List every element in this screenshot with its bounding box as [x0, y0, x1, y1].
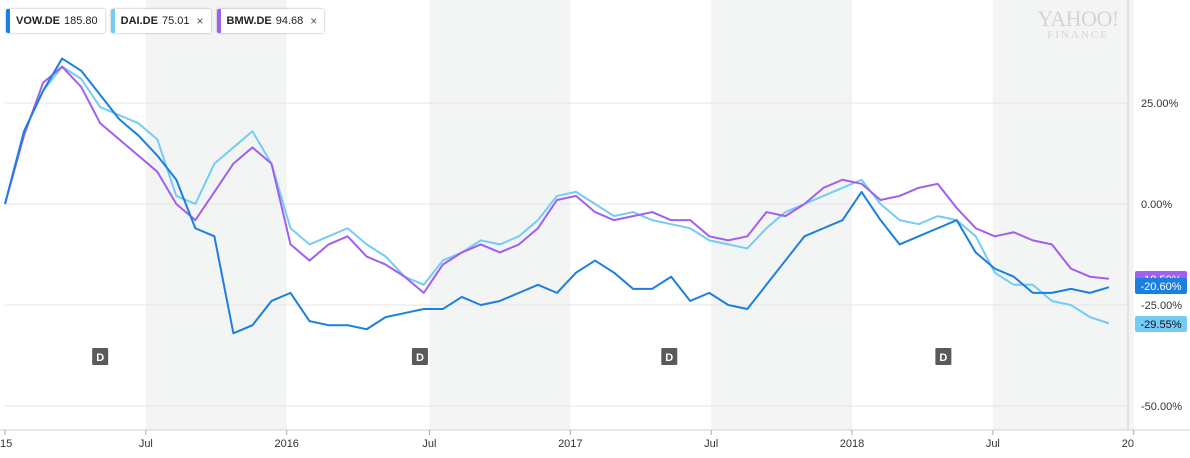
x-tick-label: Jul — [986, 438, 1000, 450]
grid-lines — [0, 102, 1190, 431]
series-line-dai-de — [4, 65, 1110, 325]
y-tick-label: 0.00% — [1141, 199, 1172, 211]
x-tick-label: 20 — [1122, 438, 1134, 450]
series-color-swatch — [216, 9, 221, 33]
legend-price: 185.80 — [64, 15, 98, 27]
dividend-marker-label: D — [665, 352, 673, 364]
legend-symbol: DAI.DE — [120, 15, 158, 27]
end-label-text: -29.55% — [1141, 319, 1182, 331]
shaded-band — [145, 0, 287, 430]
close-icon[interactable]: × — [310, 14, 318, 28]
x-tick-label: 15 — [0, 438, 12, 450]
end-label-badge — [1135, 316, 1187, 332]
brand-line-2: FINANCE — [1047, 29, 1109, 41]
series-color-swatch — [6, 9, 10, 33]
x-tick-label: Jul — [422, 438, 436, 450]
dividend-marker — [411, 348, 428, 365]
x-tick-label: Jul — [704, 438, 718, 450]
x-tick-label: 2016 — [274, 438, 298, 450]
dividend-marker-label: D — [939, 352, 947, 364]
y-axis: 25.00% 0.00% -25.00% -50.00% — [1127, 0, 1182, 430]
shaded-band — [992, 0, 1134, 430]
legend-price: 75.01 — [161, 15, 190, 27]
series-line-vow-de — [4, 57, 1110, 335]
dividend-marker — [661, 348, 678, 365]
x-tick-label: 2017 — [558, 438, 582, 450]
x-tick-label: Jul — [139, 438, 153, 450]
legend-symbol: BMW.DE — [226, 15, 272, 27]
legend-price: 94.68 — [275, 15, 304, 27]
y-tick-label: -50.00% — [1141, 401, 1182, 413]
end-label-text: -20.60% — [1141, 281, 1182, 293]
legend-chip-vow[interactable]: VOW.DE 185.80 — [6, 9, 105, 33]
x-axis: 15 Jul 2016 Jul 2017 Jul 2018 Jul 20 — [0, 430, 1135, 450]
x-tick-label: 2018 — [840, 438, 864, 450]
series-lines — [4, 57, 1110, 335]
dividend-marker-label: D — [96, 352, 104, 364]
yahoo-finance-logo: YAHOO! FINANCE — [1030, 8, 1126, 41]
end-label-badge — [1135, 278, 1187, 294]
legend-symbol: VOW.DE — [16, 15, 61, 27]
y-tick-label: -25.00% — [1141, 300, 1182, 312]
dividend-marker — [935, 348, 952, 365]
dividend-marker-label: D — [416, 352, 424, 364]
legend: VOW.DE 185.80 DAI.DE 75.01 × BMW.DE 94.6… — [6, 9, 325, 33]
series-color-swatch — [110, 9, 115, 33]
shaded-band — [429, 0, 571, 430]
close-icon[interactable]: × — [196, 14, 204, 28]
legend-chip-bmw[interactable]: BMW.DE 94.68 × — [216, 9, 325, 33]
end-value-labels: -18.50%-20.60%-29.55% — [1135, 271, 1187, 332]
legend-chip-dai[interactable]: DAI.DE 75.01 × — [110, 9, 211, 33]
y-tick-label: 25.00% — [1141, 98, 1179, 110]
brand-line-1: YAHOO! — [1037, 6, 1119, 31]
dividend-marker — [92, 348, 109, 365]
